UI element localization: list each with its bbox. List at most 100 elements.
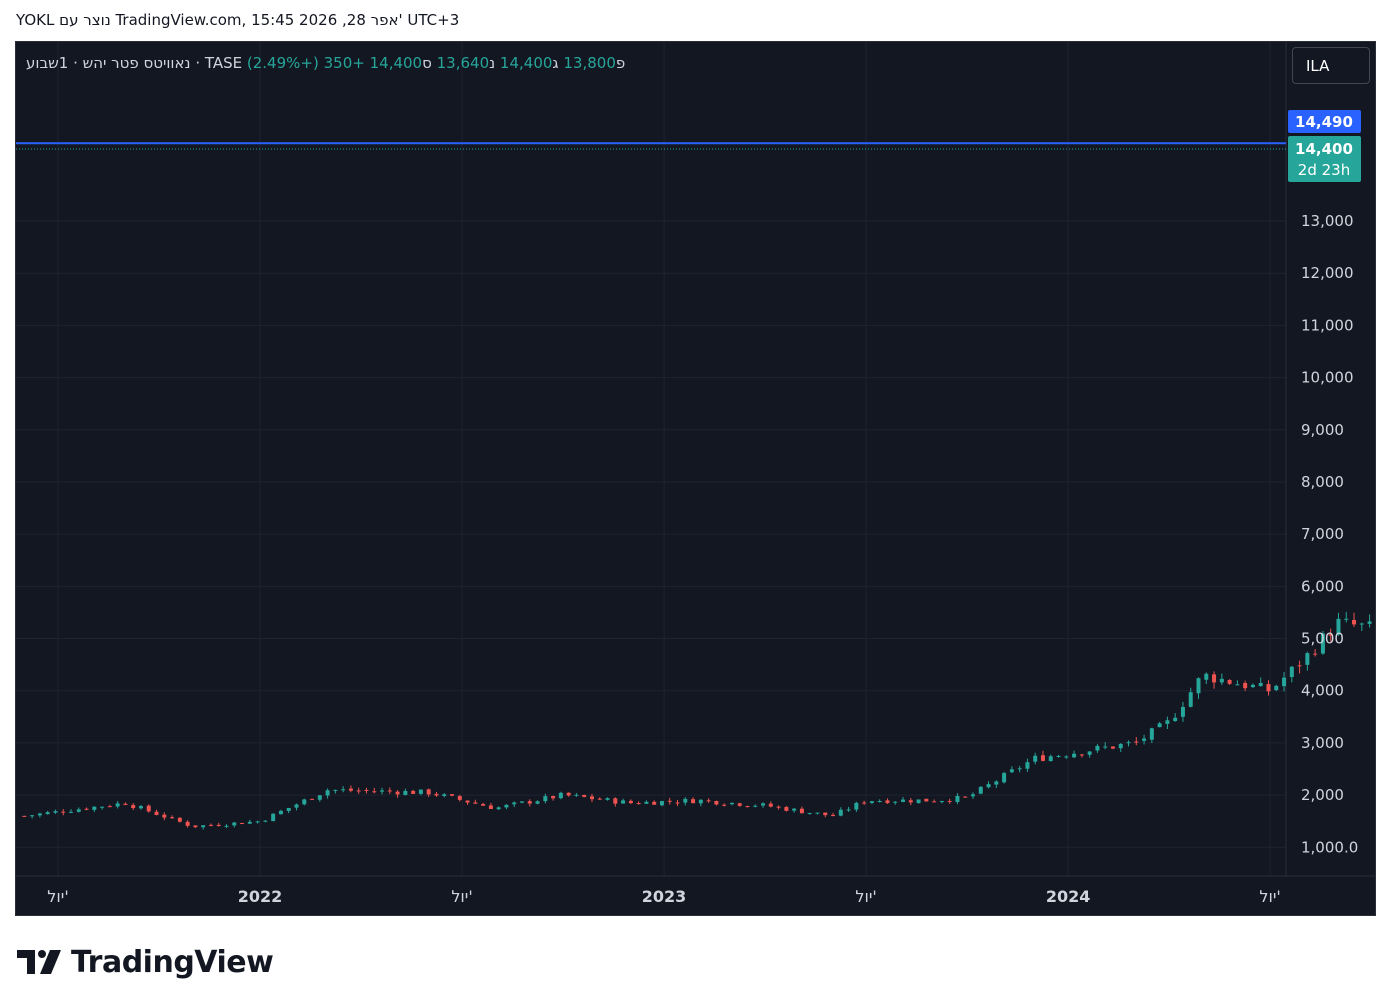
currency-button[interactable]: ILA xyxy=(1292,47,1370,84)
candle-down xyxy=(737,803,742,806)
candle-up xyxy=(869,801,874,803)
candle-up xyxy=(659,801,664,806)
candle-down xyxy=(908,800,913,803)
candle-up xyxy=(1320,633,1325,654)
candle-up xyxy=(271,813,276,822)
x-tick-label: 2024 xyxy=(1046,887,1091,906)
candle-up xyxy=(1048,756,1053,762)
candle-down xyxy=(372,791,377,793)
legend-open-label: פ xyxy=(615,54,626,72)
y-tick-label: 1,000.0 xyxy=(1301,838,1358,856)
candle-down xyxy=(1266,684,1271,692)
candle-up xyxy=(263,820,268,822)
candle-down xyxy=(387,790,392,792)
candle-down xyxy=(1040,755,1045,761)
last-price-tag xyxy=(1288,136,1361,182)
candle-down xyxy=(691,799,696,804)
candle-down xyxy=(1079,754,1084,756)
price-axis-labels: 1,000.0 2,000 3,000 4,000 5,000 6,000 7,000 8,0… xyxy=(1301,212,1358,856)
candle-up xyxy=(543,796,548,802)
candle-up xyxy=(846,809,851,811)
candle-down xyxy=(1313,653,1318,655)
candle-up xyxy=(893,801,898,803)
candle-down xyxy=(208,824,213,826)
candle-up xyxy=(325,790,330,796)
candle-down xyxy=(481,804,486,806)
legend-close-label: ס xyxy=(422,54,432,72)
chart-panel[interactable]: EEEEEEEE 1,000.02,0003,0004,0005,0006,00… xyxy=(15,41,1376,916)
candle-down xyxy=(799,808,804,814)
candle-up xyxy=(955,795,960,802)
legend-open-value: 13,800 xyxy=(563,54,616,72)
legend-change: +350 (+2.49%) xyxy=(246,54,365,72)
candle-up xyxy=(1002,773,1007,783)
candle-up xyxy=(1219,678,1224,683)
candle-up xyxy=(535,801,540,804)
candle-up xyxy=(1344,618,1349,620)
tradingview-logo-icon xyxy=(17,950,61,974)
candle-down xyxy=(667,800,672,802)
candle-up xyxy=(380,790,385,792)
candle-down xyxy=(177,817,182,822)
candle-up xyxy=(1064,756,1069,758)
candle-down xyxy=(862,802,867,804)
tradingview-logo: TradingView xyxy=(17,944,274,980)
candle-up xyxy=(1235,684,1240,686)
y-tick-label: 11,000 xyxy=(1301,316,1354,334)
candle-up xyxy=(854,802,859,810)
candle-up xyxy=(1142,738,1147,741)
candle-down xyxy=(457,796,462,800)
candle-up xyxy=(1188,692,1193,707)
candle-down xyxy=(628,800,633,804)
last-price-tag-label: 14,400 xyxy=(1295,140,1353,158)
candle-down xyxy=(240,823,245,825)
x-tick-label: יול' xyxy=(1259,887,1280,906)
candle-up xyxy=(605,798,610,800)
candle-down xyxy=(597,798,602,800)
candle-up xyxy=(761,803,766,806)
x-tick-label: 2023 xyxy=(642,887,687,906)
candle-down xyxy=(776,806,781,808)
y-tick-label: 10,000 xyxy=(1301,369,1354,387)
candle-down xyxy=(426,789,431,795)
candle-up xyxy=(341,789,346,791)
candle-up xyxy=(247,821,252,824)
candle-up xyxy=(644,801,649,804)
price-axis-panel[interactable] xyxy=(1286,42,1376,916)
candle-down xyxy=(364,789,369,791)
candle-up xyxy=(37,813,42,816)
candle-up xyxy=(1274,685,1279,691)
candle-down xyxy=(131,805,136,809)
candle-up xyxy=(45,812,50,815)
candle-up xyxy=(901,799,906,802)
x-tick-label: יול' xyxy=(451,887,472,906)
legend-symbol[interactable]: נאוויטס פטר יהש · 1שבוע · TASE xyxy=(26,54,243,72)
y-tick-label: 5,000 xyxy=(1301,630,1344,648)
candle-down xyxy=(924,798,929,802)
drawings[interactable] xyxy=(16,142,1376,534)
candle-up xyxy=(574,794,579,796)
candle-up xyxy=(1017,768,1022,770)
candle-down xyxy=(434,793,439,796)
candle-down xyxy=(162,814,167,818)
time-axis-panel[interactable] xyxy=(16,876,1376,916)
y-tick-label: 12,000 xyxy=(1301,264,1354,282)
candle-up xyxy=(792,808,797,811)
candle-down xyxy=(107,806,112,808)
candle-down xyxy=(745,806,750,808)
candle-up xyxy=(1087,751,1092,755)
price-chart[interactable]: EEEEEEEE 1,000.02,0003,0004,0005,0006,00… xyxy=(16,42,1376,916)
candle-down xyxy=(963,796,968,798)
candle-up xyxy=(1033,755,1038,762)
horizontal-line-tag-label: 14,490 xyxy=(1295,113,1353,131)
candle-down xyxy=(411,790,416,794)
candle-down xyxy=(582,794,587,797)
candle-up xyxy=(877,800,882,802)
legend-close-value: 14,400 xyxy=(369,54,423,72)
price-tags: 14,490 14,400 2d 23h xyxy=(1288,110,1361,182)
candle-up xyxy=(1367,621,1372,624)
candle-up xyxy=(1103,746,1108,748)
candle-down xyxy=(823,812,828,816)
candle-up xyxy=(986,784,991,788)
candle-up xyxy=(294,804,299,808)
